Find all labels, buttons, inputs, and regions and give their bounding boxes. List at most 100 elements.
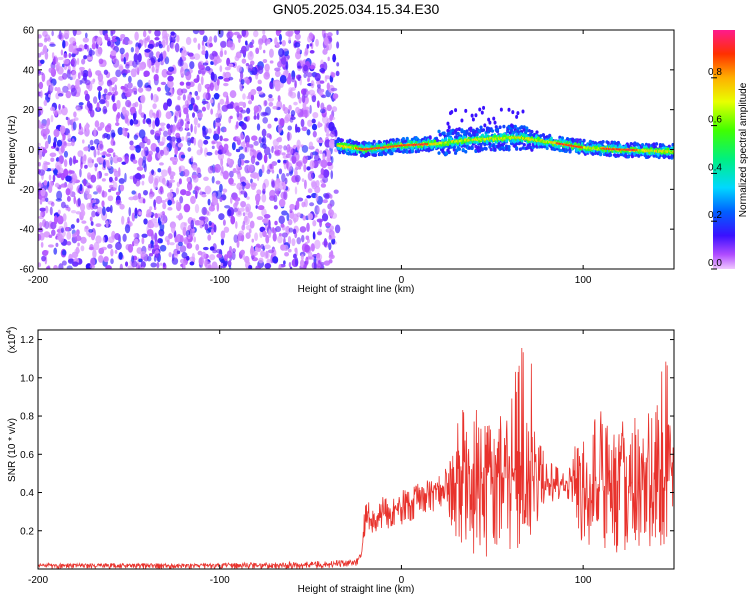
spectrogram-noise-cell [257,38,264,46]
spectrogram-noise-cell [105,100,110,108]
spectrogram-band-halo [511,110,515,115]
spectrogram-noise-cell [92,249,97,259]
spectrogram-noise-cell [219,50,224,58]
spectrogram-noise-cell [312,220,317,227]
spectrogram-noise-cell [310,80,315,89]
spectrogram-noise-cell [54,182,60,188]
y-tick-label: 60 [23,26,35,37]
spectrogram-noise-cell [178,241,183,247]
spectrogram-noise-cell [147,119,152,125]
spectrogram-noise-cell [95,184,102,191]
spectrogram-band-halo [521,109,525,114]
spectrogram-noise-cell [290,87,296,91]
spectrogram-noise-cell [325,228,332,233]
spectrogram-noise-cell [274,150,281,157]
spectrogram-noise-cell [97,86,103,92]
spectrogram-noise-cell [278,233,282,237]
spectrogram-noise-cell [192,164,198,171]
spectrogram-noise-cell [305,256,309,266]
spectrogram-noise-cell [318,260,321,264]
spectrogram-noise-cell [87,157,93,164]
spectrogram-noise-cell [272,232,277,242]
spectrogram-noise-cell [285,31,288,36]
snr-y-scale-suffix: ) [7,327,18,330]
spectrogram-noise-cell [211,140,218,144]
spectrogram-noise-cell [248,44,254,48]
spectrogram-noise-cell [62,40,66,49]
spectrogram-noise-cell [267,97,274,102]
spectrogram-noise-cell [331,237,336,245]
spectrogram-noise-cell [318,174,325,179]
spectrogram-noise-cell [213,59,218,65]
y-tick-label: -40 [20,225,35,236]
spectrogram-noise-cell [43,128,50,135]
x-tick-label: -200 [28,275,48,286]
spectrogram-noise-cell [108,165,112,169]
spectrogram-noise-cell [138,43,142,49]
x-tick-label: 100 [575,275,592,286]
spectrogram-noise-cell [266,133,271,138]
spectrogram-band-halo [598,152,603,157]
spectrogram-noise-cell [232,167,237,174]
spectrogram-noise-cell [38,183,44,188]
spectrogram-noise-cell [204,223,209,231]
spectrogram-noise-cell [236,65,242,73]
spectrogram-noise-cell [103,69,109,75]
spectrogram-noise-cell [187,137,192,147]
spectrogram-noise-cell [154,117,160,127]
spectrogram-noise-cell [303,163,307,173]
y-tick-label: -20 [20,185,35,196]
spectrogram-noise-cell [62,85,69,93]
spectrogram-noise-cell [149,206,153,211]
spectrogram-band-halo [605,153,609,157]
spectrogram-noise-cell [38,227,44,233]
spectrogram-noise-cell [174,146,179,156]
spectrogram-noise-cell [73,195,77,205]
spectrogram-noise-cell [155,146,160,153]
spectrogram-noise-cell [285,225,291,235]
spectrogram-noise-cell [193,117,198,126]
spectrogram-noise-cell [44,51,49,60]
spectrogram-x-ticks: -200 -100 0 100 [28,30,592,286]
spectrogram-band-halo [616,153,620,158]
spectrogram-noise-cell [251,238,255,243]
spectrogram-noise-cell [38,233,42,241]
spectrogram-noise-cell [323,238,328,248]
spectrogram-noise-cell [247,100,253,105]
spectrogram-noise-cell [134,173,142,180]
spectrogram-noise-cell [70,87,77,97]
spectrogram-noise-cell [58,109,63,115]
spectrogram-noise-cell [144,37,149,41]
spectrogram-noise-cell [238,230,244,236]
spectrogram-noise-cell [144,38,147,49]
spectrogram-noise-cell [281,232,288,238]
spectrogram-noise-cell [108,188,112,193]
spectrogram-band-halo [490,129,495,133]
spectrogram-band-halo [526,145,530,150]
spectrogram-noise-cell [163,102,169,111]
spectrogram-noise-cell [257,205,265,211]
y-tick-label: 20 [23,105,35,116]
spectrogram-noise-cell [159,238,163,244]
spectrogram-noise-cell [311,95,317,103]
spectrogram-noise-cell [237,173,242,178]
spectrogram-band-halo [437,151,441,155]
spectrogram-noise-cell [141,149,146,158]
y-tick-label: 1.2 [20,335,34,346]
spectrogram-noise-cell [326,161,333,167]
spectrogram-noise-cell [226,209,232,217]
spectrogram-noise-cell [251,39,255,45]
spectrogram-noise-cell [133,134,139,140]
spectrogram-noise-cell [38,119,42,129]
spectrogram-noise-cell [245,62,250,67]
y-tick-label: 1.0 [20,373,34,384]
spectrogram-noise-cell [126,88,133,95]
spectrogram-band-halo [446,128,450,133]
spectrogram-noise-cell [72,121,77,131]
spectrogram-noise-cell [96,157,102,163]
spectrogram-noise-cell [205,66,211,72]
spectrogram-band-halo [521,146,525,150]
spectrogram-noise-cell [199,30,205,36]
spectrogram-noise-cell [268,153,272,160]
